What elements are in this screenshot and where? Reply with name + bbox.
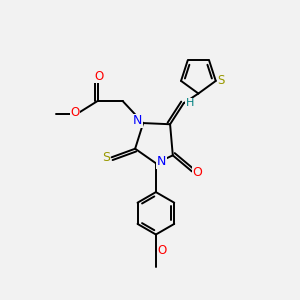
Text: O: O bbox=[94, 70, 104, 83]
Text: O: O bbox=[70, 106, 80, 119]
Text: O: O bbox=[158, 244, 167, 257]
Text: N: N bbox=[133, 114, 142, 127]
Text: S: S bbox=[102, 151, 110, 164]
Text: N: N bbox=[157, 155, 166, 168]
Text: O: O bbox=[192, 167, 202, 179]
Text: S: S bbox=[218, 74, 225, 87]
Text: H: H bbox=[186, 98, 194, 108]
